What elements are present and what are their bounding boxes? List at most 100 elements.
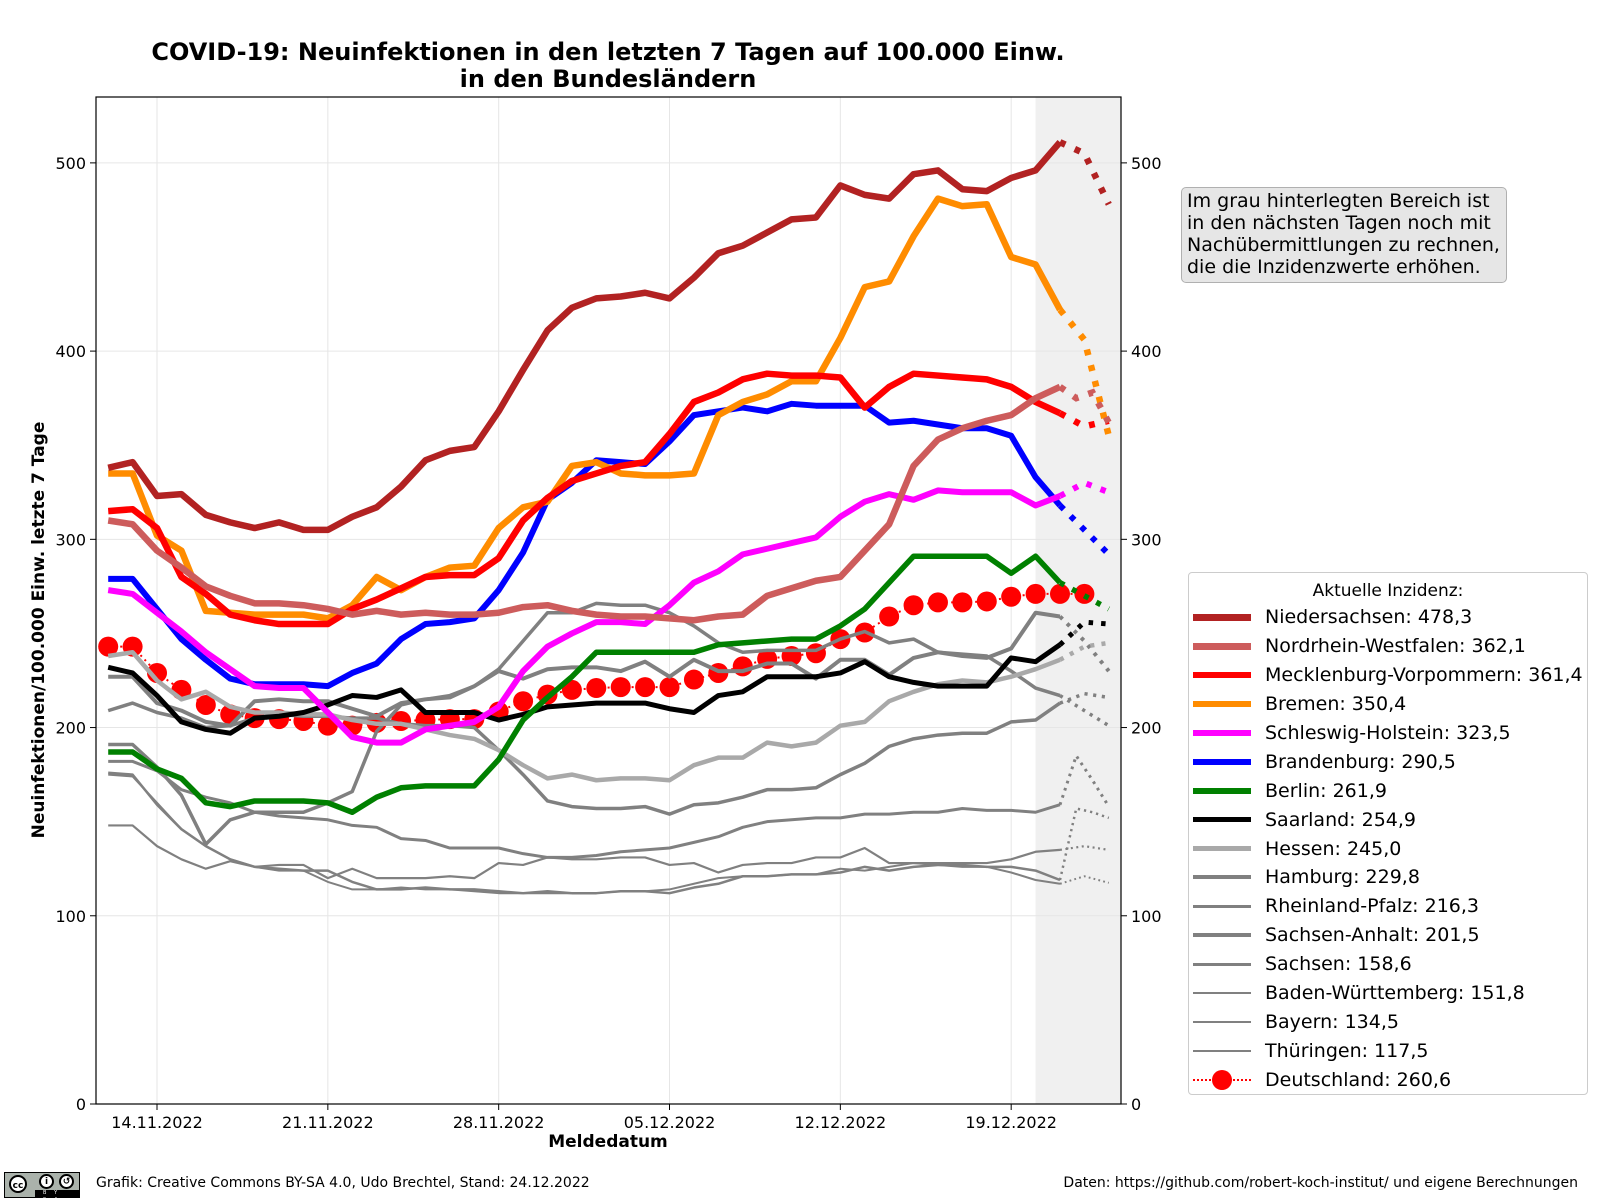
series-line-bremen <box>108 195 1063 622</box>
legend-label: Schleswig-Holstein: 323,5 <box>1265 722 1511 744</box>
data-point-deutschland <box>561 679 582 700</box>
legend-swatch <box>1193 839 1251 859</box>
legend-item-baden-württemberg: Baden-Württemberg: 151,8 <box>1189 979 1587 1008</box>
cc-icon: cc <box>9 1175 27 1193</box>
y-tick-label-left: 0 <box>76 1095 86 1114</box>
legend-label: Baden-Württemberg: 151,8 <box>1265 982 1525 1005</box>
legend-label: Deutschland: 260,6 <box>1265 1068 1452 1091</box>
by-icon: i <box>39 1174 54 1189</box>
legend-label: Mecklenburg-Vorpommern: 361,4 <box>1265 664 1583 687</box>
legend-label: Rheinland-Pfalz: 216,3 <box>1265 895 1480 918</box>
x-tick-label: 14.11.2022 <box>111 1113 203 1132</box>
data-point-deutschland <box>952 592 973 613</box>
legend-label: Berlin: 261,9 <box>1265 779 1387 802</box>
y-tick-label-left: 100 <box>55 907 86 926</box>
legend-item-deutschland: Deutschland: 260,6 <box>1189 1065 1587 1094</box>
legend-label: Bayern: 134,5 <box>1265 1010 1399 1033</box>
legend-item-sachsen: Sachsen: 158,6 <box>1189 950 1587 979</box>
legend-label: Hessen: 245,0 <box>1265 837 1402 860</box>
legend-item-nordrhein-westfalen: Nordrhein-Westfalen: 362,1 <box>1189 632 1587 661</box>
x-tick-label: 28.11.2022 <box>453 1113 545 1132</box>
data-point-deutschland <box>610 677 631 698</box>
legend-swatch <box>1193 983 1251 1003</box>
data-point-deutschland <box>732 656 753 677</box>
legend-label: Hamburg: 229,8 <box>1265 866 1420 889</box>
data-point-deutschland <box>879 606 900 627</box>
chart-title: COVID-19: Neuinfektionen in den letzten … <box>151 38 1064 66</box>
legend-swatch <box>1193 781 1251 801</box>
x-tick-label: 19.12.2022 <box>965 1113 1057 1132</box>
late-reporting-note: Im grau hinterlegten Bereich ist in den … <box>1181 187 1507 283</box>
data-point-deutschland <box>1074 583 1095 604</box>
legend-label: Thüringen: 117,5 <box>1265 1039 1429 1062</box>
data-point-deutschland <box>976 591 997 612</box>
legend-swatch <box>1193 925 1251 945</box>
legend-swatch <box>1193 752 1251 772</box>
legend-swatch <box>1193 665 1251 685</box>
y-tick-label-left: 400 <box>55 342 86 361</box>
legend-swatch <box>1193 694 1251 714</box>
license-strip: BY SA <box>35 1190 80 1203</box>
legend-swatch <box>1193 607 1251 627</box>
legend-label: Bremen: 350,4 <box>1265 693 1407 716</box>
series-projection-thüringen <box>1059 875 1110 885</box>
legend-item-niedersachsen: Niedersachsen: 478,3 <box>1189 603 1587 632</box>
legend-item-brandenburg: Brandenburg: 290,5 <box>1189 747 1587 776</box>
y-tick-label-left: 200 <box>55 719 86 738</box>
y-axis-label: Neuinfektionen/100.000 Einw. letzte 7 Ta… <box>29 422 49 839</box>
legend-item-mecklenburg-vorpommern: Mecklenburg-Vorpommern: 361,4 <box>1189 661 1587 690</box>
legend-swatch <box>1193 723 1251 743</box>
legend-swatch <box>1193 1069 1251 1090</box>
x-tick-label: 21.11.2022 <box>282 1113 374 1132</box>
data-point-deutschland <box>659 677 680 698</box>
series-line-niedersachsen <box>107 140 1063 534</box>
series-line-sachsen-anhalt <box>108 601 1061 847</box>
legend-swatch <box>1193 636 1251 656</box>
series-line-baden-württemberg <box>108 771 1061 895</box>
data-point-deutschland <box>927 592 948 613</box>
chart-subtitle: in den Bundesländern <box>460 65 757 93</box>
y-tick-label-right: 300 <box>1131 530 1162 549</box>
y-tick-label-right: 0 <box>1131 1095 1141 1114</box>
footer-source: Daten: https://github.com/robert-koch-in… <box>1063 1175 1578 1191</box>
legend-swatch <box>1193 810 1251 830</box>
legend-label: Sachsen-Anhalt: 201,5 <box>1265 924 1480 947</box>
legend-swatch <box>1193 954 1251 974</box>
series-projection-berlin <box>1058 580 1111 612</box>
series-line-bayern <box>108 824 1061 880</box>
series-line-berlin <box>108 553 1063 816</box>
series-projection-baden-württemberg <box>1058 806 1110 881</box>
plot-area: 0 0 100 100 200 200 300 300 400 400 500 500 14.11.20… <box>55 96 1162 1132</box>
legend-title: Aktuelle Inzidenz: <box>1312 581 1464 601</box>
y-tick-label-left: 300 <box>55 530 86 549</box>
legend-label: Niedersachsen: 478,3 <box>1265 606 1473 629</box>
axes-frame <box>95 96 1122 1105</box>
cc-by-sa-icon: cc i ↺ BY SA <box>4 1172 80 1203</box>
legend-item-thüringen: Thüringen: 117,5 <box>1189 1036 1587 1065</box>
legend-label: Brandenburg: 290,5 <box>1265 750 1456 773</box>
legend-item-bremen: Bremen: 350,4 <box>1189 690 1587 719</box>
x-tick-label: 12.12.2022 <box>795 1113 887 1132</box>
series-projection-hamburg <box>1058 615 1111 673</box>
legend-item-bayern: Bayern: 134,5 <box>1189 1007 1587 1036</box>
series-line-mecklenburg-vorpommern <box>107 370 1062 628</box>
legend-item-hamburg: Hamburg: 229,8 <box>1189 863 1587 892</box>
legend-swatch <box>1193 1012 1251 1032</box>
legend-swatch <box>1193 1041 1251 1061</box>
series-projection-brandenburg <box>1057 503 1111 557</box>
x-axis-label: Meldedatum <box>548 1132 668 1152</box>
y-tick-label-right: 200 <box>1131 719 1162 738</box>
data-point-deutschland <box>586 678 607 699</box>
series-line-sachsen <box>108 759 1061 859</box>
y-tick-label-left: 500 <box>55 154 86 173</box>
legend-label: Nordrhein-Westfalen: 362,1 <box>1265 635 1526 658</box>
series-projection-schleswig-holstein <box>1058 479 1110 499</box>
legend-item-rheinland-pfalz: Rheinland-Pfalz: 216,3 <box>1189 892 1587 921</box>
footer-credit: Grafik: Creative Commons BY-SA 4.0, Udo … <box>96 1175 590 1191</box>
y-tick-label-right: 400 <box>1131 342 1162 361</box>
legend-item-saarland: Saarland: 254,9 <box>1189 805 1587 834</box>
series-line-thüringen <box>108 773 1061 895</box>
data-point-deutschland <box>635 677 656 698</box>
y-tick-label-right: 100 <box>1131 907 1162 926</box>
